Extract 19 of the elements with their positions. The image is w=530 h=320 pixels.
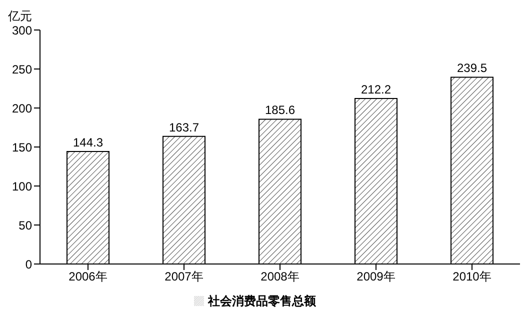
legend-label: 社会消费品零售总额	[208, 294, 316, 308]
y-tick-label: 200	[12, 101, 32, 116]
y-tick-label: 250	[12, 62, 32, 76]
x-tick-label: 2009年	[356, 270, 396, 284]
y-axis-title: 亿元	[8, 8, 32, 25]
data-label: 144.3	[72, 135, 104, 150]
x-tick-label: 2008年	[260, 270, 300, 284]
y-tick-label: 300	[12, 23, 32, 38]
x-tick-label: 2006年	[68, 270, 108, 284]
data-label: 212.2	[360, 82, 392, 96]
data-label: 239.5	[456, 61, 488, 76]
data-label: 185.6	[264, 103, 296, 118]
y-tick-label: 0	[25, 257, 32, 272]
x-tick-label: 2010年	[452, 270, 492, 284]
y-tick-label: 150	[12, 140, 32, 154]
y-tick-label: 50	[18, 218, 32, 232]
data-label: 163.7	[168, 120, 200, 134]
x-tick-label: 2007年	[164, 270, 204, 284]
y-tick-label: 100	[12, 179, 32, 194]
